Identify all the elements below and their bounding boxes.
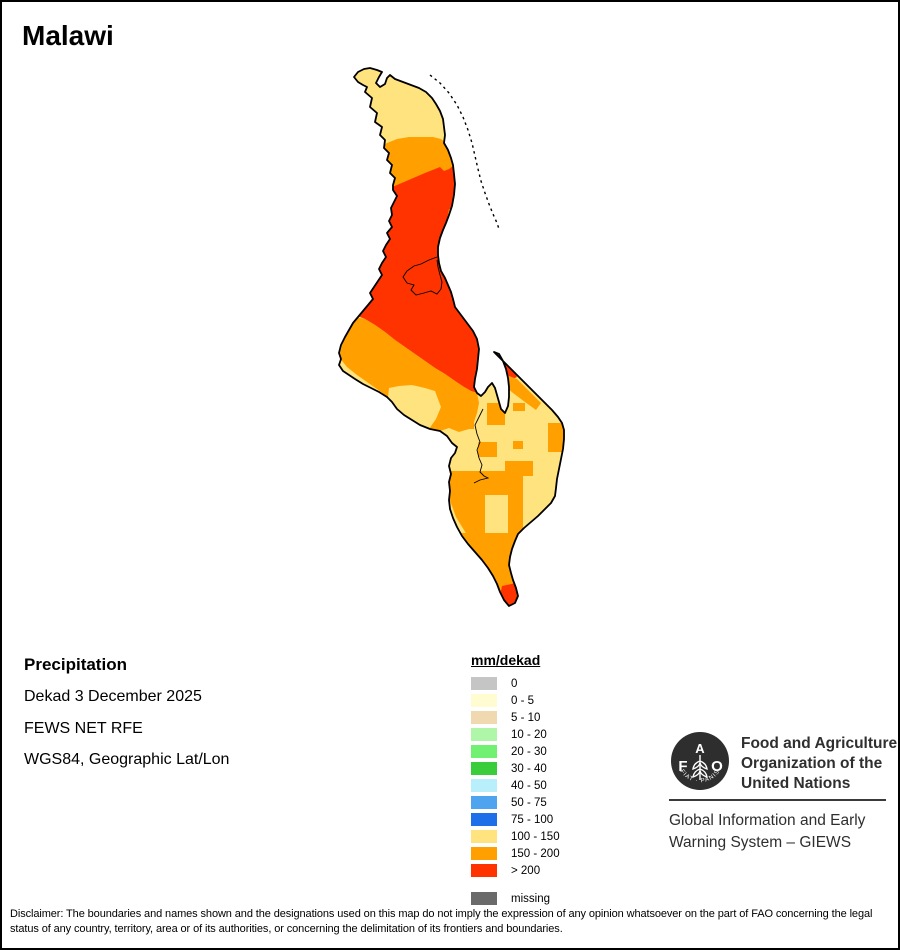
district-boundary-north-loop [402, 256, 443, 296]
legend-row: 30 - 40 [471, 760, 560, 777]
country-outline [338, 67, 565, 607]
region-neck-cell [457, 409, 474, 429]
giews-name: Global Information and Early Warning Sys… [669, 812, 866, 851]
legend-label: 20 - 30 [511, 745, 547, 758]
malawi-map [338, 67, 565, 607]
legend: mm/dekad 0 0 - 5 5 - 10 10 - 20 20 - 30 30 - … [471, 652, 560, 907]
legend-title: mm/dekad [471, 652, 541, 668]
legend-rows: 0 0 - 5 5 - 10 10 - 20 20 - 30 30 - 40 40 - 50… [471, 675, 560, 907]
legend-label: 30 - 40 [511, 762, 547, 775]
legend-swatch [471, 728, 497, 741]
legend-label: 75 - 100 [511, 813, 554, 826]
legend-swatch [471, 847, 497, 860]
svg-text:O: O [711, 758, 723, 775]
legend-label: > 200 [511, 864, 541, 877]
lake-border-dashed-line [429, 74, 500, 230]
region-east-lobe-orange-east [548, 423, 564, 452]
legend-swatch [471, 677, 497, 690]
legend-row: 0 - 5 [471, 692, 560, 709]
region-mangochi-orange [487, 403, 505, 425]
region-south-red-tip [500, 583, 523, 606]
legend-swatch [471, 762, 497, 775]
district-boundary-south-line [473, 408, 490, 484]
region-south-yellow-inset-east [523, 493, 564, 534]
svg-text:F: F [678, 758, 687, 775]
legend-swatch [471, 830, 497, 843]
fao-name: Food and Agriculture Organization of the… [741, 735, 898, 792]
legend-row: 5 - 10 [471, 709, 560, 726]
region-lobe-cell [513, 403, 525, 411]
info-projection: WGS84, Geographic Lat/Lon [24, 751, 230, 768]
legend-row: 150 - 200 [471, 845, 560, 862]
legend-row: missing [471, 890, 560, 907]
legend-row: 100 - 150 [471, 828, 560, 845]
page-title: Malawi [22, 20, 114, 51]
legend-swatch [471, 813, 497, 826]
legend-row: 75 - 100 [471, 811, 560, 828]
wheat-ear-icon [692, 755, 708, 780]
legend-label: 40 - 50 [511, 779, 547, 792]
legend-row: 0 [471, 675, 560, 692]
legend-row: 40 - 50 [471, 777, 560, 794]
region-southwest-yellow [388, 385, 441, 429]
region-south-cell-a [478, 442, 497, 457]
map-info-block: Precipitation Dekad 3 December 2025 FEWS… [24, 655, 229, 783]
disclaimer-text: Disclaimer: The boundaries and names sho… [10, 908, 873, 935]
legend-swatch [471, 694, 497, 707]
region-south-mid-strip [508, 495, 523, 536]
legend-label: missing [511, 892, 550, 905]
legend-row: 10 - 20 [471, 726, 560, 743]
legend-label: 10 - 20 [511, 728, 547, 741]
org-divider [669, 799, 886, 801]
legend-row: 20 - 30 [471, 743, 560, 760]
legend-row: 50 - 75 [471, 794, 560, 811]
info-dekad: Dekad 3 December 2025 [24, 688, 202, 705]
legend-label: 50 - 75 [511, 796, 547, 809]
legend-label: 5 - 10 [511, 711, 541, 724]
fao-logo-icon: A F O FIAT · PANIS [671, 732, 729, 790]
legend-swatch [471, 711, 497, 724]
legend-label: 0 - 5 [511, 694, 535, 707]
info-source: FEWS NET RFE [24, 719, 143, 737]
region-south-yellow-inset-center [485, 495, 508, 533]
svg-text:A: A [695, 741, 705, 756]
legend-swatch [471, 892, 497, 905]
district-boundaries [402, 256, 490, 484]
info-heading: Precipitation [24, 655, 127, 674]
region-south-cell-b [513, 441, 523, 449]
legend-swatch [471, 864, 497, 877]
legend-label: 150 - 200 [511, 847, 560, 860]
legend-row: > 200 [471, 862, 560, 879]
legend-label: 0 [511, 677, 518, 690]
legend-swatch [471, 745, 497, 758]
legend-swatch [471, 796, 497, 809]
region-south-west-flank [445, 471, 485, 535]
legend-label: 100 - 150 [511, 830, 560, 843]
legend-swatch [471, 779, 497, 792]
